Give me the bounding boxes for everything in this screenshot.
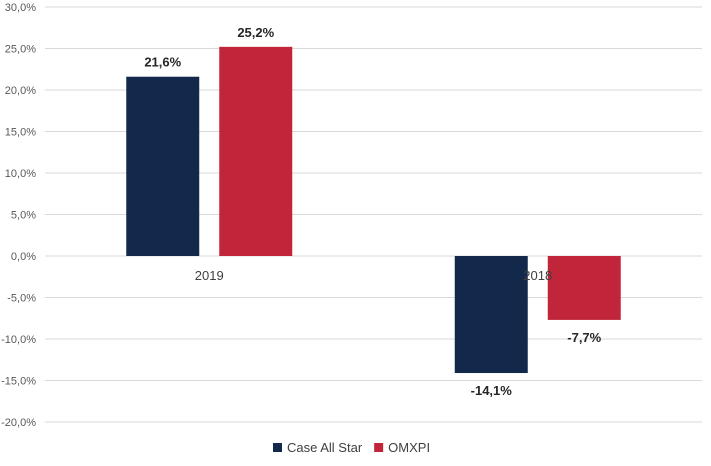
y-tick-label: 5,0% [11,210,36,222]
category-label: 2018 [523,268,552,283]
bar-case-all-star-2018 [454,256,528,374]
legend: Case All Star OMXPI [273,440,430,455]
y-tick-label: -5,0% [7,293,36,305]
data-label: 21,6% [144,55,181,70]
bar-omxpi-2018 [547,256,621,320]
y-axis: 30,0% 25,0% 20,0% 15,0% 10,0% 5,0% 0,0% -5,0% -1… [1,2,36,429]
data-label: 25,2% [237,25,274,40]
legend-entry: Case All Star [287,440,363,455]
y-tick-label: -20,0% [1,417,36,429]
y-tick-label: -10,0% [1,334,36,346]
y-tick-label: 15,0% [5,127,36,139]
y-tick-label: 30,0% [5,2,36,14]
legend-swatch [374,443,384,452]
y-tick-label: 25,0% [5,44,36,56]
data-labels: 21,6% 25,2% -14,1% -7,7% [144,25,601,398]
data-label: -14,1% [471,383,513,398]
y-tick-label: 0,0% [11,251,36,263]
y-tick-label: 20,0% [5,85,36,97]
data-label: -7,7% [567,330,601,345]
y-tick-label: -15,0% [1,376,36,388]
y-tick-label: 10,0% [5,168,36,180]
bars [126,46,621,374]
category-label: 2019 [195,268,224,283]
bar-omxpi-2019 [219,46,293,257]
bar-case-all-star-2019 [126,76,200,256]
legend-entry: OMXPI [388,440,430,455]
category-labels: 2019 2018 [195,268,552,283]
legend-swatch [273,443,282,452]
